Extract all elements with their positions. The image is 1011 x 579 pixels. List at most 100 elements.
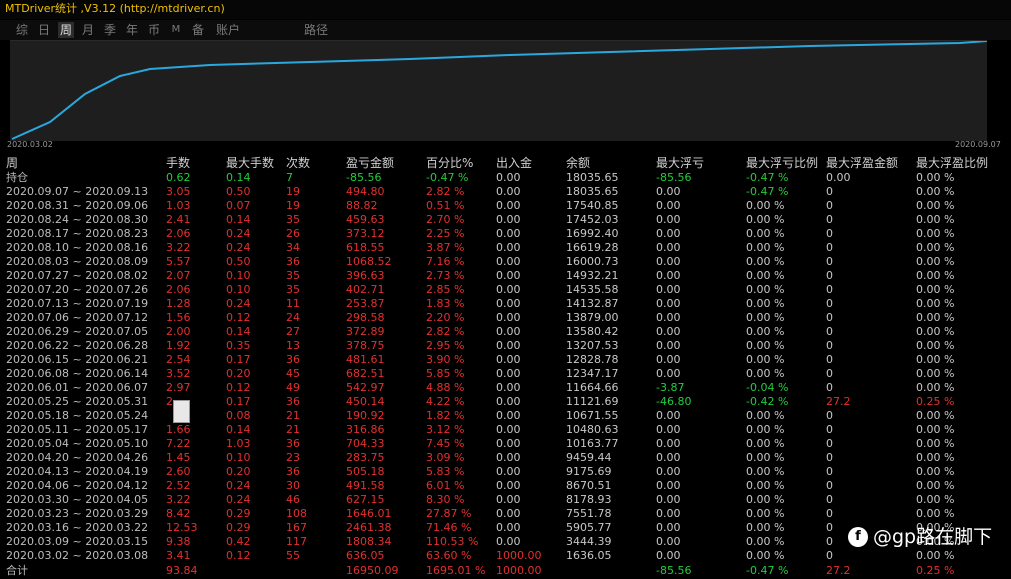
cell-balance: 3444.39 <box>566 535 612 548</box>
table-row[interactable]: 2020.08.24 ~ 2020.08.30 2.41 0.14 35 459.63 2… <box>0 213 1011 227</box>
cell-count: 34 <box>286 241 300 254</box>
cell-deposit: 0.00 <box>496 493 521 506</box>
cell-balance: 10480.63 <box>566 423 619 436</box>
cell-max-floating-profit-ratio: 0.00 % <box>916 381 955 394</box>
header-max-floating-profit: 最大浮盈金额 <box>826 156 899 170</box>
cell-max-floating-profit: 0 <box>826 451 833 464</box>
cell-percent: 1.82 % <box>426 409 465 422</box>
cell-max-lots: 0.10 <box>226 269 251 282</box>
cell-week: 2020.07.20 ~ 2020.07.26 <box>6 283 149 296</box>
tab-summary[interactable]: 综 <box>15 23 28 37</box>
table-row[interactable]: 2020.05.25 ~ 2020.05.31 2. 0.17 36 450.14 4.2… <box>0 395 1011 409</box>
cell-max-floating-loss: 0.00 <box>656 241 681 254</box>
table-row[interactable]: 2020.07.13 ~ 2020.07.19 1.28 0.24 11 253.87 1… <box>0 297 1011 311</box>
cell-pnl: 402.71 <box>346 283 385 296</box>
cell-lots: 2.54 <box>166 353 191 366</box>
table-row[interactable]: 2020.07.20 ~ 2020.07.26 2.06 0.10 35 402.71 2… <box>0 283 1011 297</box>
table-row[interactable]: 2020.09.07 ~ 2020.09.13 3.05 0.50 19 494.80 2… <box>0 185 1011 199</box>
cell-percent: 5.85 % <box>426 367 465 380</box>
cell-percent: 4.88 % <box>426 381 465 394</box>
table-row[interactable]: 2020.05.11 ~ 2020.05.17 1.66 0.14 21 316.86 3… <box>0 423 1011 437</box>
table-row[interactable]: 2020.03.09 ~ 2020.03.15 9.38 0.42 117 1808.3… <box>0 535 1011 549</box>
cell-balance: 14535.58 <box>566 283 619 296</box>
cell-max-floating-profit-ratio: 0.25 % <box>916 564 955 577</box>
table-row[interactable]: 2020.04.13 ~ 2020.04.19 2.60 0.20 36 505.18 5… <box>0 465 1011 479</box>
cell-max-floating-profit-ratio: 0.00 % <box>916 423 955 436</box>
table-row[interactable]: 2020.06.08 ~ 2020.06.14 3.52 0.20 45 682.51 5… <box>0 367 1011 381</box>
cell-deposit: 0.00 <box>496 297 521 310</box>
mouse-cursor-overlay <box>173 400 190 423</box>
cell-balance: 11121.69 <box>566 395 619 408</box>
cell-max-floating-profit: 0.00 <box>826 171 851 184</box>
tab-notes[interactable]: 备 <box>191 23 204 37</box>
cell-deposit: 0.00 <box>496 185 521 198</box>
cell-max-floating-profit: 0 <box>826 297 833 310</box>
header-max-floating-loss: 最大浮亏 <box>656 156 705 170</box>
table-row[interactable]: 2020.06.15 ~ 2020.06.21 2.54 0.17 36 481.61 3… <box>0 353 1011 367</box>
cell-max-floating-loss-ratio: 0.00 % <box>746 493 785 506</box>
tab-currency[interactable]: 币 <box>147 23 160 37</box>
table-row[interactable]: 2020.07.06 ~ 2020.07.12 1.56 0.12 24 298.58 2… <box>0 311 1011 325</box>
cell-max-floating-profit: 0 <box>826 549 833 562</box>
cell-deposit: 1000.00 <box>496 549 542 562</box>
cell-pnl: 378.75 <box>346 339 385 352</box>
cell-lots: 93.84 <box>166 564 198 577</box>
cell-week: 2020.03.23 ~ 2020.03.29 <box>6 507 149 520</box>
table-row[interactable]: 2020.03.16 ~ 2020.03.22 12.53 0.29 167 2461.… <box>0 521 1011 535</box>
table-row[interactable]: 2020.05.18 ~ 2020.05.24 0.08 21 190.92 1.82 … <box>0 409 1011 423</box>
tab-month[interactable]: 月 <box>81 23 94 37</box>
table-row[interactable]: 2020.03.02 ~ 2020.03.08 3.41 0.12 55 636.05 6… <box>0 549 1011 563</box>
cell-percent: 2.82 % <box>426 325 465 338</box>
cell-max-lots: 0.08 <box>226 409 251 422</box>
cell-pnl: 704.33 <box>346 437 385 450</box>
table-row[interactable]: 2020.06.01 ~ 2020.06.07 2.97 0.12 49 542.97 4… <box>0 381 1011 395</box>
cell-percent: 6.01 % <box>426 479 465 492</box>
cell-max-lots: 0.10 <box>226 283 251 296</box>
watermark-text: @gp路在脚下 <box>873 526 993 548</box>
table-row[interactable]: 2020.04.06 ~ 2020.04.12 2.52 0.24 30 491.58 6… <box>0 479 1011 493</box>
cell-max-floating-loss-ratio: 0.00 % <box>746 241 785 254</box>
table-row[interactable]: 2020.05.04 ~ 2020.05.10 7.22 1.03 36 704.33 7… <box>0 437 1011 451</box>
cell-max-floating-loss: 0.00 <box>656 311 681 324</box>
tab-week[interactable]: 周 <box>58 22 74 38</box>
cell-pnl: 627.15 <box>346 493 385 506</box>
cell-pnl: 88.82 <box>346 199 378 212</box>
table-row[interactable]: 2020.08.10 ~ 2020.08.16 3.22 0.24 34 618.55 3… <box>0 241 1011 255</box>
cell-max-floating-loss: 0.00 <box>656 437 681 450</box>
cell-lots: 3.52 <box>166 367 191 380</box>
tab-quarter[interactable]: 季 <box>103 23 116 37</box>
cell-max-lots: 0.24 <box>226 297 251 310</box>
cell-max-floating-loss: 0.00 <box>656 255 681 268</box>
cell-max-floating-profit: 0 <box>826 185 833 198</box>
cell-deposit: 0.00 <box>496 339 521 352</box>
table-row[interactable]: 2020.08.03 ~ 2020.08.09 5.57 0.50 36 1068.52… <box>0 255 1011 269</box>
cell-week: 合计 <box>6 564 28 577</box>
tab-m[interactable]: M <box>171 24 181 35</box>
cell-count: 19 <box>286 199 300 212</box>
cell-week: 2020.08.17 ~ 2020.08.23 <box>6 227 149 240</box>
chart-end-date: 2020.09.07 <box>955 140 1001 149</box>
tab-account[interactable]: 账户 <box>215 23 240 37</box>
cell-max-floating-loss: 0.00 <box>656 521 681 534</box>
cell-pnl: 636.05 <box>346 549 385 562</box>
table-row[interactable]: 2020.06.29 ~ 2020.07.05 2.00 0.14 27 372.89 2… <box>0 325 1011 339</box>
cell-pnl: 494.80 <box>346 185 385 198</box>
cell-lots: 3.41 <box>166 549 191 562</box>
cell-max-floating-profit: 0 <box>826 423 833 436</box>
tab-day[interactable]: 日 <box>37 23 50 37</box>
table-row[interactable]: 2020.04.20 ~ 2020.04.26 1.45 0.10 23 283.75 3… <box>0 451 1011 465</box>
table-row[interactable]: 2020.06.22 ~ 2020.06.28 1.92 0.35 13 378.75 2… <box>0 339 1011 353</box>
cell-week: 持仓 <box>6 171 28 184</box>
table-row[interactable]: 2020.07.27 ~ 2020.08.02 2.07 0.10 35 396.63 2… <box>0 269 1011 283</box>
header-max-lots: 最大手数 <box>226 156 275 170</box>
cell-count: 23 <box>286 451 300 464</box>
cell-deposit: 0.00 <box>496 311 521 324</box>
tab-year[interactable]: 年 <box>125 23 138 37</box>
cell-max-floating-loss-ratio: -0.42 % <box>746 395 789 408</box>
cell-max-floating-loss: 0.00 <box>656 409 681 422</box>
table-row[interactable]: 2020.03.30 ~ 2020.04.05 3.22 0.24 46 627.15 8… <box>0 493 1011 507</box>
table-row[interactable]: 2020.08.31 ~ 2020.09.06 1.03 0.07 19 88.82 0.… <box>0 199 1011 213</box>
table-row[interactable]: 2020.03.23 ~ 2020.03.29 8.42 0.29 108 1646.0… <box>0 507 1011 521</box>
table-row[interactable]: 2020.08.17 ~ 2020.08.23 2.06 0.24 26 373.12 2… <box>0 227 1011 241</box>
tab-path[interactable]: 路径 <box>303 23 328 37</box>
